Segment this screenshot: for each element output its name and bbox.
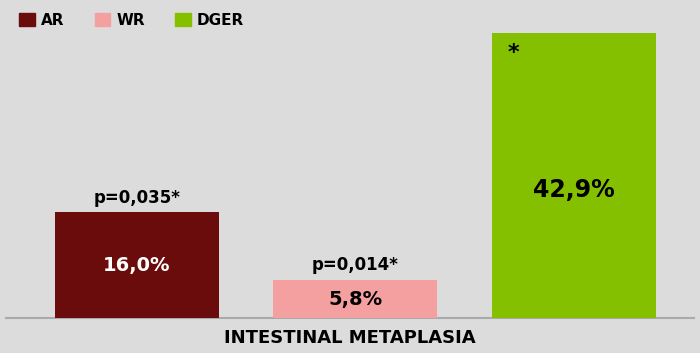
- Text: p=0,014*: p=0,014*: [312, 256, 399, 274]
- Legend: AR, WR, DGER: AR, WR, DGER: [13, 7, 250, 34]
- Text: 42,9%: 42,9%: [533, 178, 615, 202]
- Text: *: *: [508, 43, 519, 63]
- Bar: [492, 33, 656, 318]
- Text: 5,8%: 5,8%: [328, 289, 382, 309]
- Bar: [55, 212, 219, 318]
- Text: p=0,035*: p=0,035*: [93, 189, 180, 207]
- X-axis label: INTESTINAL METAPLASIA: INTESTINAL METAPLASIA: [224, 329, 476, 347]
- Bar: [274, 280, 438, 318]
- Text: 16,0%: 16,0%: [103, 256, 171, 275]
